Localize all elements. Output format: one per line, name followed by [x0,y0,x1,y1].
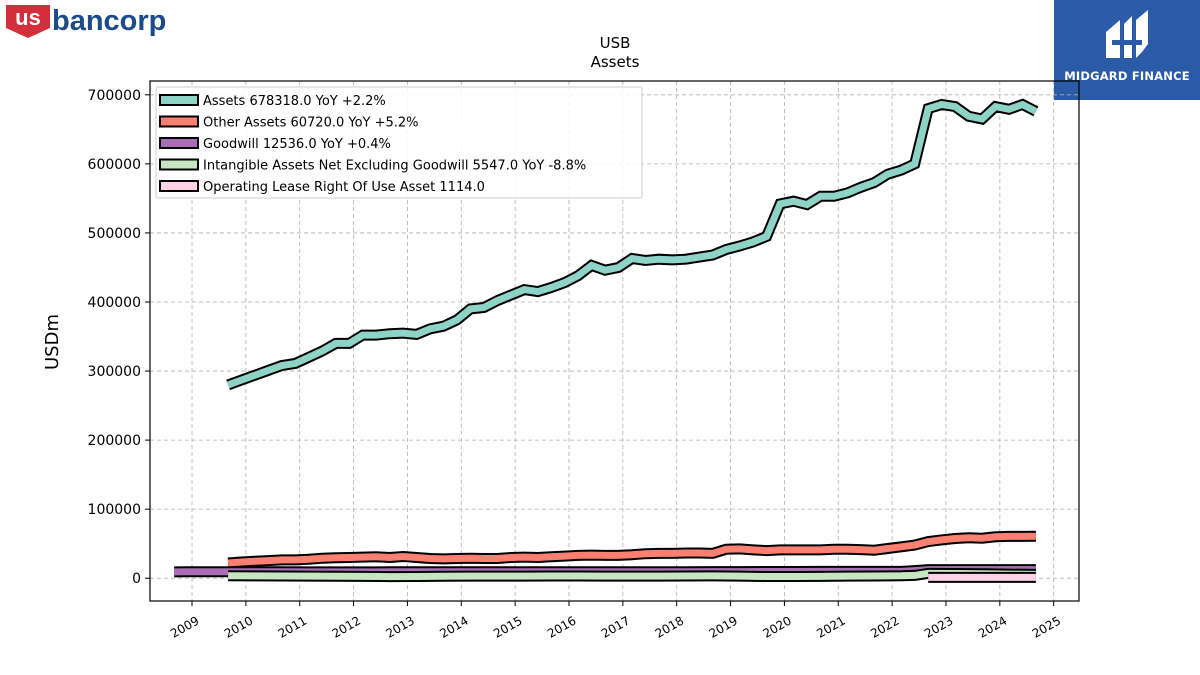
midgard-finance-wordmark: MIDGARD FINANCE [1064,69,1190,83]
x-tick-label: 2019 [707,613,740,640]
y-tick-label: 0 [132,571,141,587]
legend-label-assets: Assets 678318.0 YoY +2.2% [203,94,386,109]
x-tick-label: 2017 [599,613,632,640]
y-tick-label: 400000 [88,295,141,311]
y-tick-label: 300000 [88,364,141,380]
plot-frame [149,80,1080,602]
x-tick-label: 2023 [922,613,955,640]
usbancorp-logo-wordmark: bancorp [52,5,166,37]
x-tick-label: 2021 [814,613,847,640]
legend-swatch-other-assets [159,115,199,128]
x-tick-label: 2024 [976,613,1009,640]
x-tick-label: 2009 [168,613,201,640]
y-tick-label: 100000 [88,502,141,518]
x-tick-label: 2014 [437,613,470,640]
x-tick-label: 2015 [491,613,524,640]
legend-label-operating-lease-right-of-use-asset: Operating Lease Right Of Use Asset 1114.… [203,180,485,195]
midgard-finance-logo: MIDGARD FINANCE [1054,0,1200,100]
y-axis-label: USDm [42,314,63,370]
midgard-emblem-icon [1106,10,1148,58]
usbancorp-logo-mark: us [15,5,41,30]
chart-subtitle: Assets [591,53,640,71]
usbancorp-shield-icon [6,5,50,38]
legend-swatch-assets [159,94,199,106]
legend-swatch-operating-lease-right-of-use-asset [159,180,199,192]
x-tick-label: 2013 [383,613,416,640]
legend-label-other-assets: Other Assets 60720.0 YoY +5.2% [203,116,419,131]
series-line-other-assets [227,532,1036,567]
x-tick-label: 2016 [545,613,578,640]
legend-label-goodwill: Goodwill 12536.0 YoY +0.4% [203,137,391,152]
legend-swatch-intangible-assets-net-excluding-goodwill [159,158,199,171]
x-tick-label: 2010 [222,613,255,640]
legend-box [155,86,643,199]
x-tick-label: 2018 [653,613,686,640]
y-tick-label: 500000 [88,226,141,242]
chart-title: USB [600,34,631,52]
series-line-intangible-assets-net-excluding-goodwill [228,569,1036,581]
legend-label-intangible-assets-net-excluding-goodwill: Intangible Assets Net Excluding Goodwill… [203,159,586,174]
legend: Assets 678318.0 YoY +2.2% Other Assets 60… [155,86,643,199]
x-tick-label: 2012 [330,613,363,640]
y-tick-label: 200000 [88,433,141,449]
x-tick-label: 2020 [760,613,793,640]
y-tick-label: 700000 [88,88,141,104]
y-tick-label: 600000 [88,157,141,173]
series-layer [174,98,1039,583]
x-tick-label: 2025 [1030,613,1063,640]
usbancorp-logo: us bancorp [6,5,166,38]
x-tick-label: 2022 [868,613,901,640]
series-line-assets [226,100,1038,389]
legend-swatch-goodwill [159,137,199,149]
x-tick-label: 2011 [276,613,309,640]
